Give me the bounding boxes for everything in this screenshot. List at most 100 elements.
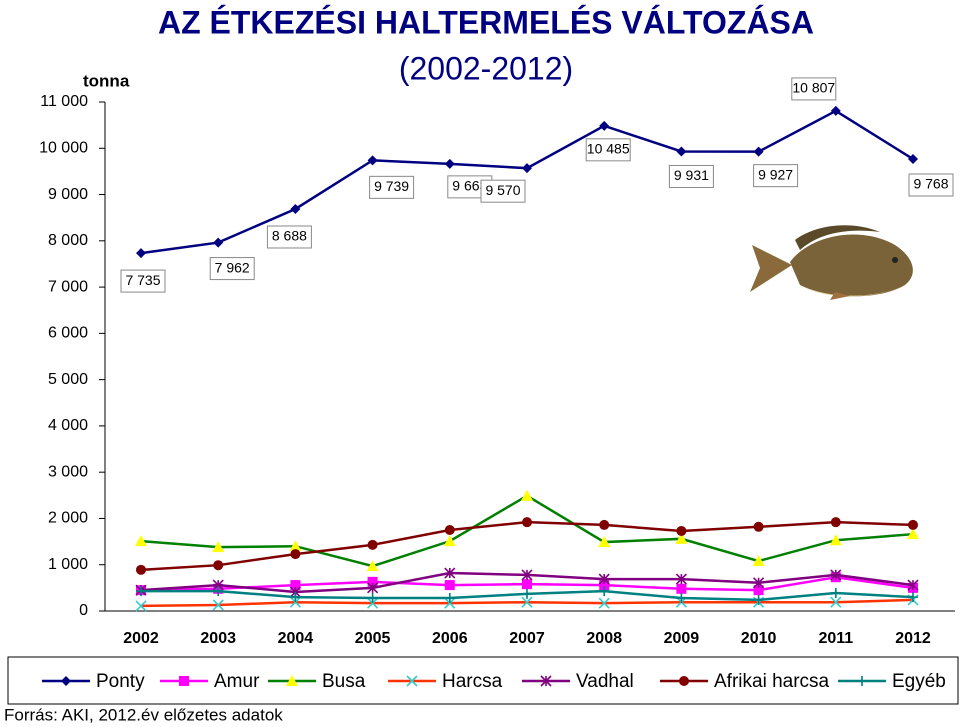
- value-label: 9 927: [758, 166, 793, 182]
- marker: [908, 592, 918, 603]
- value-label: 9 570: [485, 182, 520, 198]
- legend-label: Ponty: [96, 671, 145, 692]
- marker: [753, 594, 764, 605]
- marker: [444, 525, 455, 536]
- marker: [907, 579, 919, 591]
- legend-item: Vadhal: [522, 671, 634, 692]
- marker: [367, 576, 378, 587]
- marker: [598, 597, 610, 609]
- x-tick-label: 2002: [123, 630, 159, 647]
- marker: [676, 583, 687, 594]
- marker: [289, 596, 301, 608]
- legend-item: Amur: [160, 671, 260, 692]
- y-tick-label: 6 000: [48, 325, 88, 342]
- marker: [443, 535, 456, 547]
- y-tick-label: 11 000: [40, 93, 88, 110]
- marker: [599, 120, 610, 131]
- marker: [599, 519, 610, 530]
- y-tick-label: 2 000: [48, 510, 88, 527]
- y-tick-label: 5 000: [48, 371, 88, 388]
- legend-marker: [286, 675, 298, 686]
- marker: [521, 569, 533, 581]
- marker: [522, 517, 532, 528]
- marker: [753, 577, 765, 589]
- marker: [830, 596, 842, 608]
- marker: [908, 154, 918, 165]
- x-tick-label: 2010: [741, 630, 777, 647]
- marker: [829, 534, 842, 546]
- value-label: 9 739: [374, 178, 409, 194]
- value-label: 10 485: [587, 141, 630, 157]
- marker: [675, 573, 687, 585]
- value-label-box: [480, 179, 526, 203]
- marker: [753, 146, 764, 157]
- x-tick-label: 2009: [664, 630, 700, 647]
- legend-marker: [857, 676, 867, 686]
- marker: [213, 586, 224, 597]
- marker: [136, 586, 146, 597]
- series-line: [140, 494, 914, 568]
- value-label-box: [209, 257, 255, 281]
- marker: [212, 599, 224, 611]
- legend-marker: [61, 676, 71, 686]
- legend-item: Afrikai harcsa: [660, 671, 830, 692]
- source-note: Forrás: AKI, 2012.év előzetes adatok: [4, 705, 283, 724]
- value-label: 7 735: [125, 272, 160, 288]
- marker: [908, 519, 918, 530]
- x-tick-label: 2012: [895, 630, 931, 647]
- legend-marker: [540, 675, 552, 687]
- marker: [290, 549, 301, 560]
- marker: [830, 587, 841, 598]
- marker: [213, 560, 224, 571]
- legend-label: Afrikai harcsa: [714, 671, 830, 692]
- legend-label: Harcsa: [442, 671, 503, 692]
- legend-label: Busa: [322, 671, 366, 692]
- marker: [135, 600, 147, 612]
- value-label-box: [791, 77, 837, 101]
- legend-marker: [406, 675, 418, 687]
- marker: [676, 593, 687, 604]
- y-tick-label: 7 000: [48, 278, 88, 295]
- marker: [366, 560, 379, 572]
- marker: [675, 532, 688, 544]
- marker: [367, 593, 378, 604]
- marker: [522, 163, 532, 174]
- marker: [444, 580, 455, 591]
- marker: [521, 596, 533, 608]
- marker: [753, 521, 764, 532]
- marker: [676, 146, 687, 157]
- value-label: 9 768: [913, 176, 948, 192]
- marker: [598, 573, 610, 585]
- marker: [213, 237, 224, 248]
- marker: [136, 564, 146, 575]
- value-label: 7 962: [215, 259, 250, 275]
- y-tick-label: 9 000: [48, 186, 88, 203]
- value-label: 9 931: [674, 167, 709, 183]
- y-axis-label: tonna: [83, 71, 130, 90]
- marker: [830, 569, 842, 581]
- marker: [599, 580, 610, 591]
- y-tick-label: 10 000: [39, 139, 88, 156]
- y-tick-label: 1 000: [48, 556, 88, 573]
- chart-subtitle: (2002-2012): [399, 50, 573, 86]
- marker: [444, 567, 456, 579]
- x-tick-label: 2004: [278, 630, 314, 647]
- marker: [135, 535, 147, 547]
- marker: [676, 525, 687, 536]
- marker: [522, 579, 532, 590]
- marker: [598, 536, 611, 548]
- value-label-box: [266, 225, 312, 249]
- value-label-box: [369, 175, 415, 199]
- marker: [290, 592, 301, 603]
- marker: [367, 582, 379, 594]
- value-label: 10 807: [792, 80, 835, 96]
- marker: [289, 540, 302, 552]
- marker: [444, 597, 456, 609]
- y-tick-label: 0: [79, 602, 88, 619]
- legend-item: Egyéb: [838, 671, 946, 692]
- legend-marker: [679, 676, 689, 686]
- marker: [290, 580, 301, 591]
- marker: [830, 517, 841, 528]
- marker: [599, 586, 610, 597]
